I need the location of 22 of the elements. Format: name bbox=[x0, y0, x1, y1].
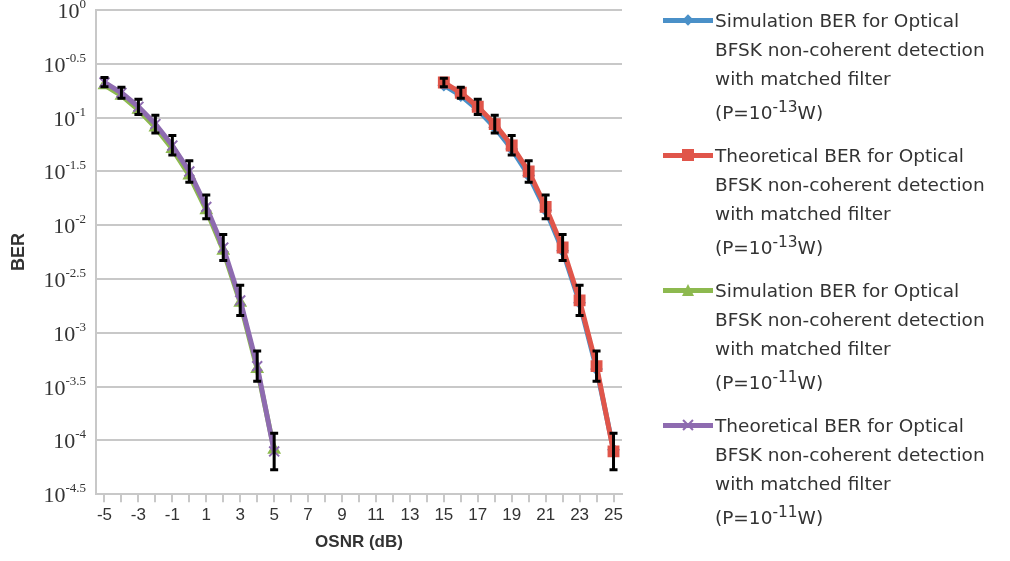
legend-label: Simulation BER for Optical BFSK non-coherent detection with matched filter (P=10$^{-13}$W) bbox=[715, 9, 986, 126]
legend-label: Simulation BER for Optical BFSK non-coherent detection with matched filter (P=10$^{-11}$W) bbox=[715, 279, 986, 396]
x-tick-label: -5 bbox=[96, 505, 113, 525]
x-axis-title: OSNR (dB) bbox=[315, 532, 403, 552]
x-tick-label: 7 bbox=[303, 505, 313, 525]
x-tick-label: -1 bbox=[164, 505, 180, 525]
x-tick-label: 5 bbox=[269, 505, 279, 525]
x-tick-label: -3 bbox=[130, 505, 146, 525]
x-tick-label: 15 bbox=[434, 505, 454, 525]
x-tick-label: 9 bbox=[337, 505, 347, 525]
x-tick-label: 11 bbox=[367, 505, 385, 525]
x-tick-label: 17 bbox=[468, 505, 488, 525]
x-tick-label: 3 bbox=[235, 505, 245, 525]
x-tick-label: 1 bbox=[201, 505, 212, 525]
x-tick-label: 23 bbox=[570, 505, 590, 525]
x-tick-label: 21 bbox=[536, 505, 556, 525]
legend-label: Theoretical BER for Optical BFSK non-coherent detection with matched filter (P=10$^{-11}$W) bbox=[715, 414, 986, 531]
legend-label: Theoretical BER for Optical BFSK non-coherent detection with matched filter (P=10$^{-13}$W) bbox=[715, 144, 986, 261]
x-tick-label: 13 bbox=[400, 505, 420, 525]
x-tick-label: 19 bbox=[502, 505, 522, 525]
x-tick-label: 25 bbox=[604, 505, 623, 525]
y-axis-title: BER bbox=[7, 233, 28, 272]
